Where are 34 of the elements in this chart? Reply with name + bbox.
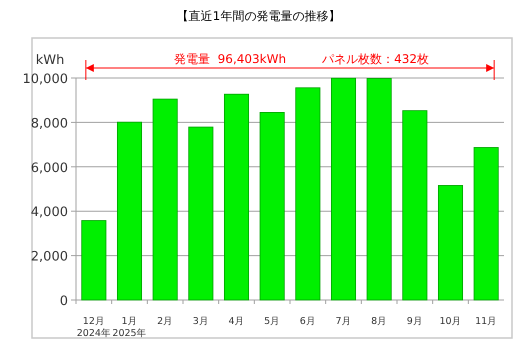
text: 発電量 96,403kWh: [174, 52, 286, 66]
bar: [81, 220, 106, 300]
bar: [224, 94, 250, 300]
x-tick-label: 1月 2025年: [112, 316, 147, 339]
y-tick-label: 2,000: [30, 250, 68, 265]
x-tick-label: 7月: [335, 316, 352, 327]
bar: [188, 126, 214, 300]
y-tick-label: 6,000: [30, 160, 68, 176]
x-tick-label: 4月: [228, 316, 245, 327]
y-tick-label: 10,000: [22, 72, 68, 87]
bar: [260, 112, 285, 300]
bar: [402, 110, 428, 300]
bar: [330, 78, 356, 300]
x-tick-label: 9月: [406, 316, 423, 327]
chart-title: 【直近1年間の発電量の推移】: [176, 9, 340, 23]
x-tick-label: 8月: [371, 316, 388, 327]
x-tick-label: 3月: [192, 316, 209, 327]
bar: [438, 185, 464, 300]
bar: [295, 87, 320, 300]
bar: [152, 98, 178, 300]
x-tick-label: 11月: [475, 316, 498, 327]
text: パネル枚数：432枚: [321, 52, 430, 66]
x-tick-label: 2月: [157, 316, 174, 327]
x-tick-label: 5月: [264, 316, 280, 327]
bar: [366, 78, 392, 300]
y-tick-label: 8,000: [30, 116, 68, 132]
bar: [116, 122, 142, 300]
x-tick-label: 10月: [439, 316, 462, 327]
bar: [474, 147, 499, 300]
y-tick-label: 0: [60, 294, 68, 309]
x-tick-label: 12月 2024年: [76, 316, 111, 339]
y-tick-label: 4,000: [30, 205, 68, 220]
y-axis-title: kWh: [36, 53, 64, 68]
x-tick-label: 6月: [300, 316, 316, 327]
